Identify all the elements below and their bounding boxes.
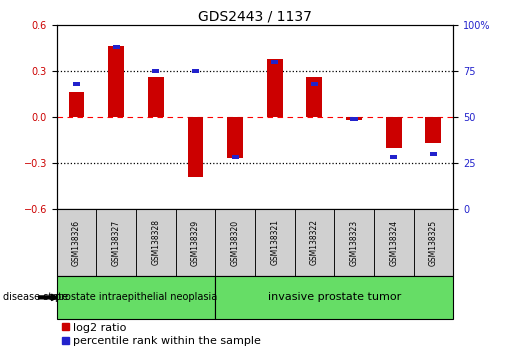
Bar bbox=[311, 82, 318, 86]
Bar bbox=[113, 45, 119, 49]
Text: GSM138328: GSM138328 bbox=[151, 219, 160, 266]
Bar bbox=[215, 209, 255, 276]
Bar bbox=[108, 46, 124, 117]
Bar bbox=[152, 69, 159, 73]
Bar bbox=[227, 117, 243, 158]
Bar bbox=[187, 117, 203, 177]
Bar bbox=[271, 60, 278, 63]
Text: GSM138324: GSM138324 bbox=[389, 219, 398, 266]
Bar bbox=[192, 69, 199, 73]
Bar bbox=[68, 92, 84, 117]
Bar bbox=[96, 209, 136, 276]
Text: GSM138323: GSM138323 bbox=[350, 219, 358, 266]
Legend: log2 ratio, percentile rank within the sample: log2 ratio, percentile rank within the s… bbox=[62, 323, 261, 346]
Text: GSM138321: GSM138321 bbox=[270, 219, 279, 266]
Text: prostate intraepithelial neoplasia: prostate intraepithelial neoplasia bbox=[55, 292, 217, 302]
Bar bbox=[73, 82, 80, 86]
Bar bbox=[390, 155, 397, 159]
Bar bbox=[232, 155, 238, 159]
Bar bbox=[267, 58, 283, 117]
Text: invasive prostate tumor: invasive prostate tumor bbox=[268, 292, 401, 302]
Bar bbox=[425, 117, 441, 143]
Bar bbox=[334, 209, 374, 276]
Text: GSM138329: GSM138329 bbox=[191, 219, 200, 266]
Text: disease state: disease state bbox=[3, 292, 67, 302]
Bar bbox=[374, 209, 414, 276]
Bar bbox=[295, 209, 334, 276]
Bar bbox=[57, 209, 96, 276]
Bar bbox=[136, 209, 176, 276]
Bar bbox=[148, 77, 164, 117]
Bar bbox=[430, 152, 437, 155]
Bar bbox=[57, 276, 215, 319]
Bar bbox=[346, 117, 362, 120]
Text: GSM138325: GSM138325 bbox=[429, 219, 438, 266]
Bar bbox=[306, 77, 322, 117]
Bar bbox=[255, 209, 295, 276]
Title: GDS2443 / 1137: GDS2443 / 1137 bbox=[198, 10, 312, 24]
Bar bbox=[386, 117, 402, 148]
Text: GSM138320: GSM138320 bbox=[231, 219, 239, 266]
Bar bbox=[176, 209, 215, 276]
Bar bbox=[351, 117, 357, 121]
Bar bbox=[414, 209, 453, 276]
Bar bbox=[215, 276, 453, 319]
Text: GSM138322: GSM138322 bbox=[310, 219, 319, 266]
Text: GSM138326: GSM138326 bbox=[72, 219, 81, 266]
Text: GSM138327: GSM138327 bbox=[112, 219, 121, 266]
